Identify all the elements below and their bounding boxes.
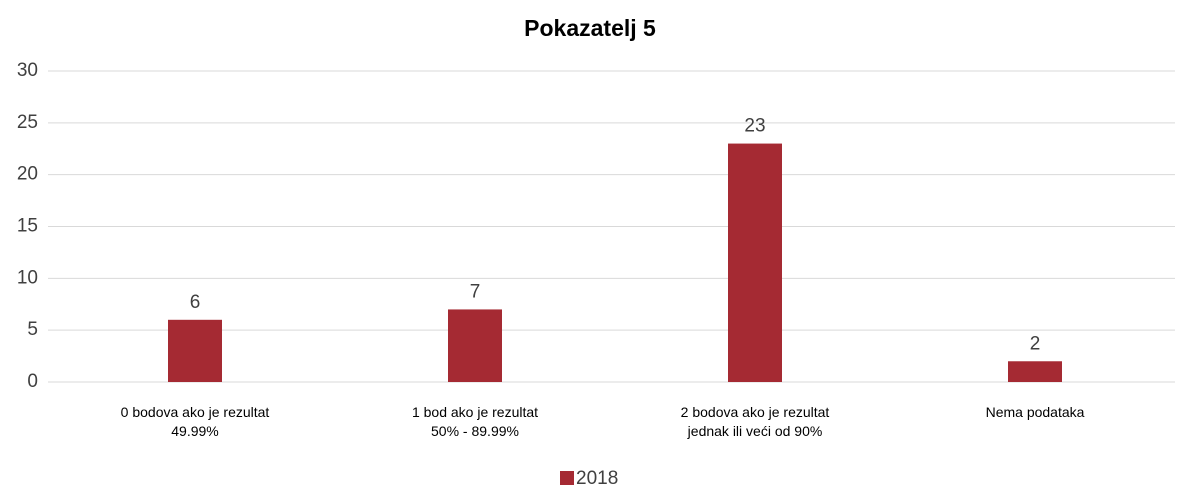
x-tick-label: 1 bod ako je rezultat 50% - 89.99% xyxy=(412,404,538,439)
legend-swatch xyxy=(560,471,574,485)
bar xyxy=(168,319,222,382)
y-tick-label: 0 xyxy=(27,371,38,392)
data-label: 6 xyxy=(190,292,201,313)
x-tick-label: Nema podataka xyxy=(986,404,1085,420)
y-tick-label: 30 xyxy=(17,60,38,81)
y-tick-label: 5 xyxy=(27,319,38,340)
x-tick-label: 0 bodova ako je rezultat 49.99% xyxy=(121,404,270,439)
y-tick-label: 20 xyxy=(17,164,38,185)
x-tick-label: 2 bodova ako je rezultat jednak ili veći … xyxy=(681,404,830,439)
bar xyxy=(448,309,502,382)
y-tick-label: 25 xyxy=(17,112,38,133)
y-tick-label: 15 xyxy=(17,216,38,237)
data-label: 23 xyxy=(744,116,765,137)
data-label: 7 xyxy=(470,281,481,302)
bar xyxy=(728,143,782,382)
bar xyxy=(1008,361,1062,382)
legend-label: 2018 xyxy=(576,468,618,489)
chart-title: Pokazatelj 5 xyxy=(524,15,656,41)
y-tick-label: 10 xyxy=(17,267,38,288)
data-label: 2 xyxy=(1030,333,1041,354)
